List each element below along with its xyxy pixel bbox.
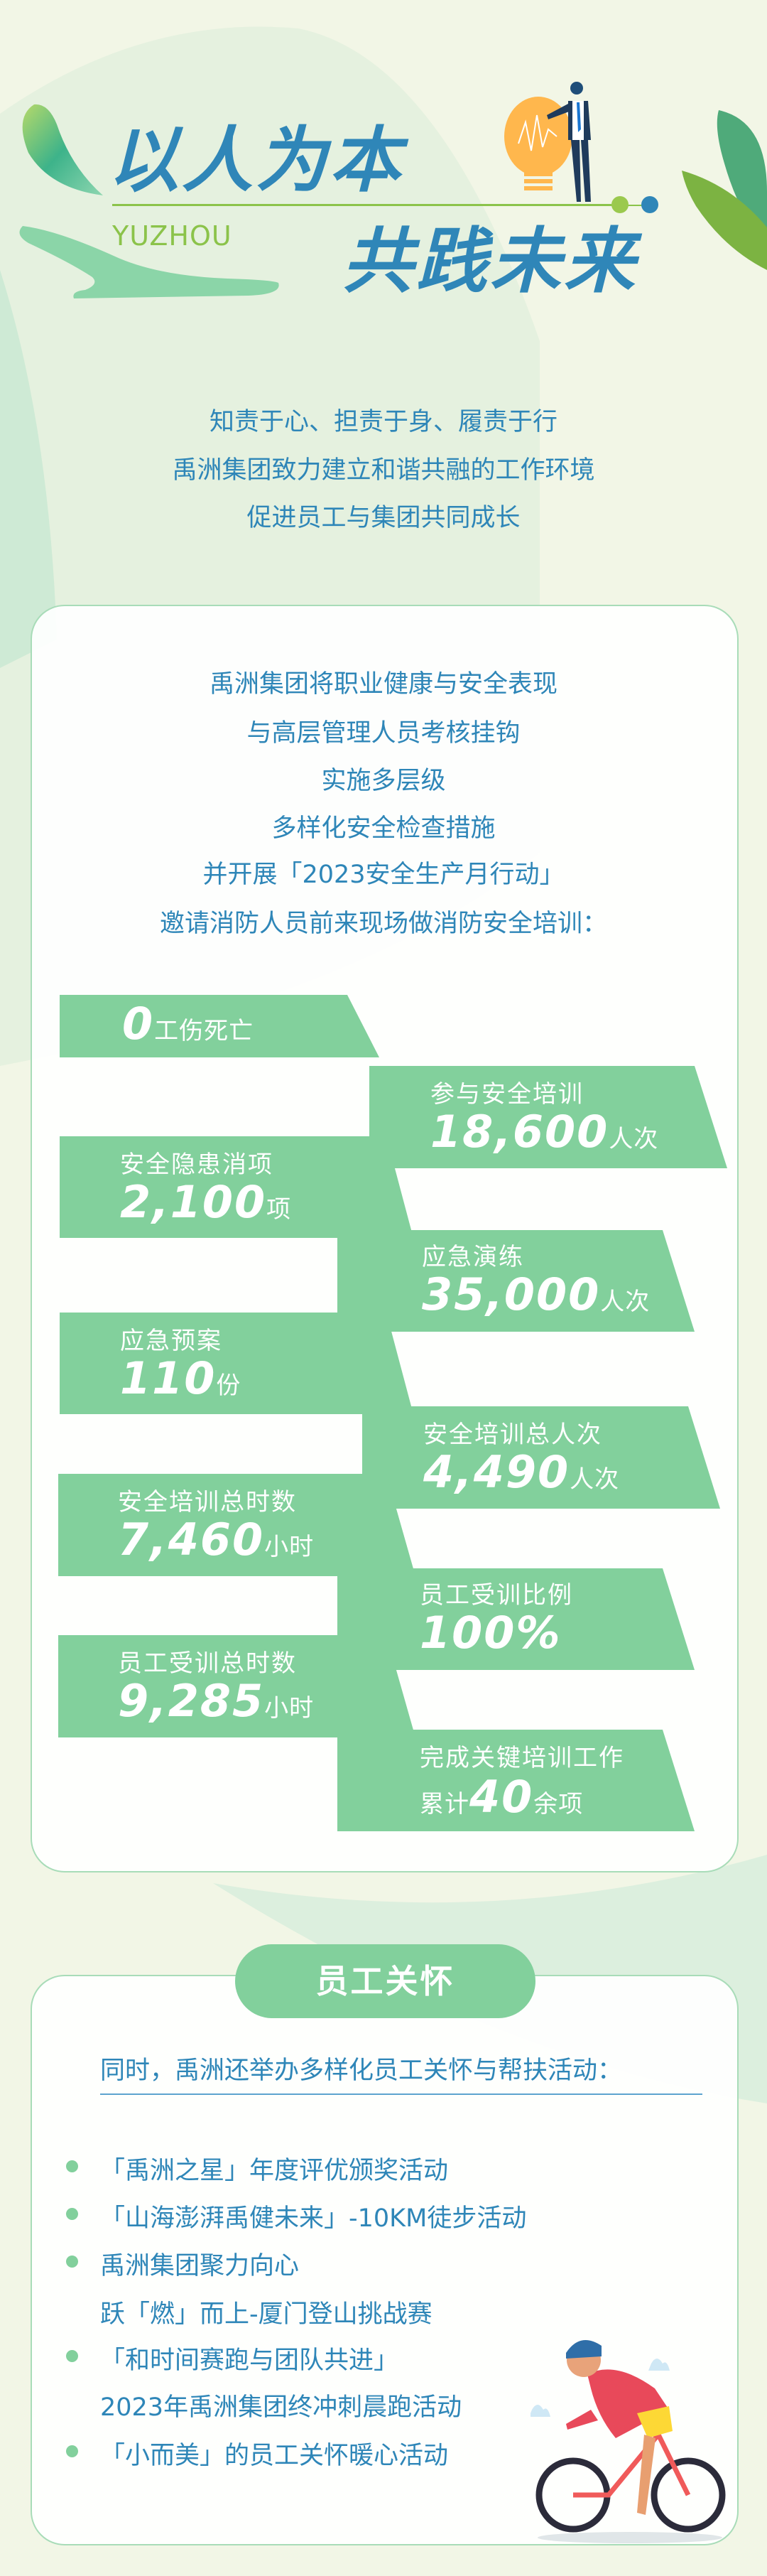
stat-value: 9,285 [118,1675,265,1727]
bullet-icon [66,2350,78,2362]
bullet-icon [66,2208,78,2220]
stat-box-key-training: 完成关键培训工作 累计40余项 [337,1730,695,1831]
stat-box-training-hours: 安全培训总时数 7,460小时 [58,1474,415,1576]
safety-paragraph-line: 邀请消防人员前来现场做消防安全培训： [159,910,607,938]
stat-label: 应急演练 [422,1243,524,1271]
care-item: 「山海澎湃禹健未来」-10KM徒步活动 [100,2204,527,2233]
stat-label: 安全培训总人次 [423,1421,602,1449]
stat-value: 0 [122,998,155,1050]
intro-line: 禹洲集团致力建立和谐共融的工作环境 [172,456,595,485]
safety-paragraph-line: 实施多层级 [321,767,446,795]
stat-prefix: 累计 [420,1790,469,1818]
stat-value: 110 [120,1352,217,1404]
employee-care-card [31,1975,739,2545]
stat-value: 35,000 [422,1268,601,1320]
stat-box-training-total-people: 安全培训总人次 4,490人次 [362,1406,720,1509]
stat-unit: 项 [266,1195,292,1224]
title-divider [112,204,611,206]
bullet-icon [66,2445,78,2457]
care-intro: 同时，禹洲还举办多样化员工关怀与帮扶活动： [100,2057,623,2085]
stat-box-drills: 应急演练 35,000人次 [337,1230,695,1332]
stat-value: 100% [420,1607,562,1659]
safety-paragraph-line: 与高层管理人员考核挂钩 [246,719,521,748]
title-line-1: 以人为本 [108,119,403,202]
stat-box-hazards: 安全隐患消项 2,100项 [60,1136,413,1238]
bullet-icon [66,2256,78,2268]
cyclist-illustration [531,2340,726,2543]
stat-box-training-participants: 参与安全培训 18,600人次 [369,1066,727,1168]
stat-box-training-ratio: 员工受训比例 100% [337,1568,695,1670]
stat-label: 完成关键培训工作 [420,1744,624,1772]
leaf-icon [22,104,103,195]
stat-label: 员工受训总时数 [118,1649,297,1678]
stat-unit: 人次 [609,1125,659,1153]
care-item: 「小而美」的员工关怀暖心活动 [100,2442,449,2470]
stat-box-plans: 应急预案 110份 [60,1313,413,1414]
green-dot-icon [611,196,629,213]
stat-unit: 工伤死亡 [154,1017,254,1045]
intro-line: 促进员工与集团共同成长 [246,504,521,532]
stat-unit: 人次 [570,1465,620,1494]
stat-value: 18,600 [430,1106,609,1158]
care-item-continued: 跃「燃」而上-厦门登山挑战赛 [100,2300,433,2329]
divider-connector [611,205,647,206]
care-item: 「和时间赛跑与团队共进」 [100,2346,399,2375]
bullet-icon [66,2160,78,2172]
stat-value: 2,100 [120,1176,267,1228]
care-item-continued: 2023年禹洲集团终冲刺晨跑活动 [100,2393,462,2422]
stat-value: 40 [469,1771,534,1823]
safety-paragraph-line: 多样化安全检查措施 [271,814,496,843]
stat-value: 4,490 [423,1446,570,1498]
stat-box-employee-training-hours: 员工受训总时数 9,285小时 [58,1635,415,1737]
care-item: 禹洲集团聚力向心 [100,2252,300,2280]
stat-label: 员工受训比例 [420,1581,573,1610]
title-line-2: 共践未来 [342,220,638,303]
safety-paragraph-line: 禹洲集团将职业健康与安全表现 [209,670,557,699]
stat-label: 参与安全培训 [430,1080,584,1109]
blue-dot-icon [641,196,658,213]
intro-line: 知责于心、担责于身、履责于行 [209,408,557,436]
stat-label: 安全培训总时数 [118,1488,297,1516]
stat-label: 安全隐患消项 [120,1150,273,1179]
stat-unit: 小时 [264,1694,315,1723]
stat-unit: 余项 [533,1790,584,1818]
brush-stroke-decoration [19,226,279,298]
care-item: 「禹洲之星」年度评优颁奖活动 [100,2157,449,2185]
stat-unit: 份 [216,1371,241,1400]
stat-unit: 人次 [600,1288,651,1316]
stat-box-fatalities: 0工伤死亡 [60,995,379,1057]
tropical-leaf-icon [682,110,767,270]
section-heading-pill: 员工关怀 [235,1944,535,2018]
care-intro-underline [100,2093,702,2095]
brand-label: YUZHOU [112,220,232,252]
lightbulb-businessman-illustration [504,82,591,202]
stat-value: 7,460 [118,1514,265,1565]
stat-unit: 小时 [264,1533,315,1561]
stat-label: 应急预案 [120,1327,222,1355]
safety-paragraph-line: 并开展「2023安全生产月行动」 [202,861,565,889]
